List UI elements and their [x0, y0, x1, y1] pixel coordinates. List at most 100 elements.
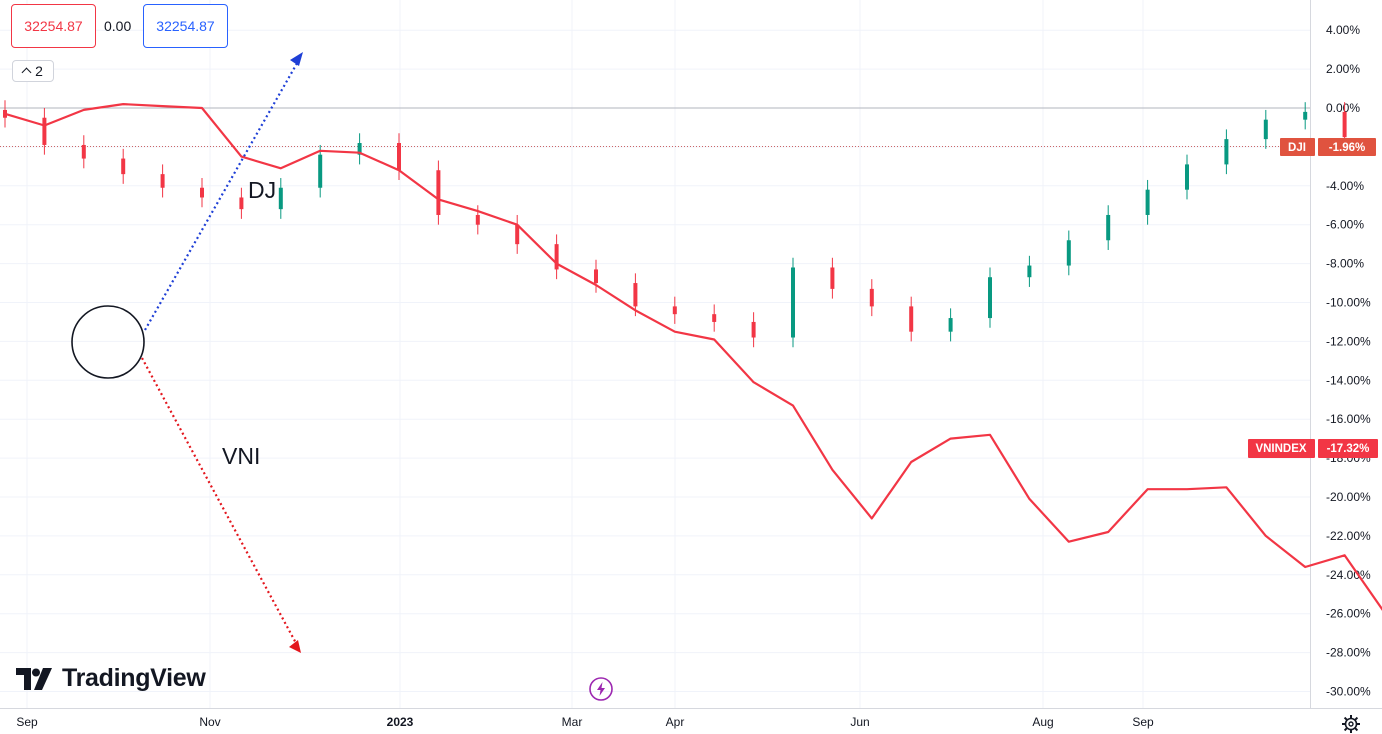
y-tick-label: -8.00% [1326, 257, 1364, 271]
candle-body [712, 314, 717, 322]
dji-candle [436, 160, 441, 225]
candle-body [357, 143, 362, 155]
dji-candle [81, 135, 86, 169]
dji-candle [554, 234, 559, 280]
vnindex-line [4, 102, 1382, 611]
vnindex-badge-value: -17.32% [1327, 443, 1370, 455]
candle-body [554, 244, 559, 270]
dji-candle [948, 308, 953, 342]
candle-body [1342, 111, 1347, 138]
vni-annotation: VNI [222, 443, 260, 469]
candle-body [869, 288, 874, 307]
candle-body [515, 224, 520, 245]
x-tick-label: 2023 [387, 715, 414, 729]
candle-body [397, 143, 401, 171]
candle-body [318, 154, 323, 188]
candle-body [81, 144, 86, 159]
candle-body [239, 197, 244, 210]
y-tick-label: -6.00% [1326, 218, 1364, 232]
candle-body [436, 170, 441, 215]
candle-body [278, 187, 283, 210]
dji-badge-name: DJI [1288, 142, 1306, 154]
dji-candle [357, 133, 362, 165]
dj-arrow-head [290, 52, 303, 66]
series-value-right[interactable]: 32254.87 [143, 4, 228, 48]
candle-body [1027, 265, 1032, 278]
series-value-left[interactable]: 32254.87 [11, 4, 96, 48]
dji-badge-value: -1.96% [1329, 142, 1365, 154]
y-tick-label: -22.00% [1326, 529, 1371, 543]
y-tick-label: -12.00% [1326, 334, 1371, 348]
dji-candle [278, 178, 283, 219]
gear-icon[interactable] [1341, 714, 1361, 734]
candle-body [200, 187, 204, 198]
vnindex-badge: VNINDEX -17.32% [1248, 439, 1378, 458]
dji-candle [909, 296, 914, 342]
y-tick-label: -20.00% [1326, 490, 1371, 504]
dji-candle [1066, 230, 1071, 276]
y-tick-label: -28.00% [1326, 646, 1371, 660]
candle-body [1263, 119, 1268, 140]
y-tick-label: -4.00% [1326, 179, 1364, 193]
legend-collapse-button[interactable]: 2 [12, 60, 54, 82]
dji-candle [397, 133, 401, 180]
y-tick-label: -10.00% [1326, 296, 1371, 310]
dj-trend-arrow [144, 57, 301, 331]
dji-candle [239, 187, 244, 219]
brand-name: TradingView [62, 664, 206, 692]
candle-body [160, 174, 165, 188]
price-axis[interactable]: 4.00%2.00%0.00%-2.00%-4.00%-6.00%-8.00%-… [1326, 23, 1371, 698]
dji-candle [751, 312, 756, 348]
dji-candle [1303, 102, 1308, 130]
dji-candle [1106, 205, 1111, 250]
x-tick-label: Jun [850, 715, 869, 729]
candle-body [988, 277, 992, 319]
x-tick-label: Aug [1032, 715, 1053, 729]
lightning-icon[interactable] [589, 677, 613, 701]
dji-candle [160, 164, 165, 198]
dji-candle [121, 148, 126, 184]
candle-body [751, 321, 756, 338]
x-tick-label: Nov [199, 715, 220, 729]
candle-body [948, 318, 953, 332]
dji-candle [1185, 154, 1189, 200]
candle-body [594, 269, 598, 284]
y-tick-label: -14.00% [1326, 373, 1371, 387]
dji-candle [1145, 179, 1150, 225]
dji-candle [672, 296, 677, 324]
vni-trend-arrow [141, 357, 298, 646]
dji-candle [869, 279, 874, 317]
candle-body [909, 306, 914, 332]
y-tick-label: 0.00% [1326, 101, 1360, 115]
dji-candle [200, 178, 204, 208]
vnindex-badge-name: VNINDEX [1255, 443, 1306, 455]
dji-candle [712, 304, 717, 332]
candle-body [830, 267, 835, 289]
x-tick-label: Mar [562, 715, 583, 729]
vni-arrow-head [289, 640, 301, 653]
dji-candle [830, 257, 835, 299]
legend-count: 2 [35, 63, 43, 79]
dji-candle [1224, 129, 1229, 175]
candle-body [475, 214, 480, 225]
series-change: 0.00 [104, 18, 132, 34]
dji-badge: DJI -1.96% [1280, 138, 1376, 156]
candle-body [1145, 189, 1150, 215]
dji-candle [515, 214, 520, 254]
candle-body [1066, 240, 1071, 266]
tradingview-logo[interactable]: TradingView [16, 664, 206, 693]
y-tick-label: -16.00% [1326, 412, 1371, 426]
chevron-up-icon [21, 67, 32, 78]
x-tick-label: Apr [666, 715, 685, 729]
candle-body [672, 306, 677, 315]
candle-body [42, 117, 47, 145]
y-tick-label: -26.00% [1326, 607, 1371, 621]
dji-candle [1263, 109, 1268, 149]
dji-candles [3, 100, 1347, 348]
dji-candle [791, 257, 795, 348]
candle-body [1224, 139, 1229, 165]
candle-body [633, 283, 638, 307]
time-axis[interactable]: Sep Nov 2023 Mar Apr Jun Aug Sep [16, 715, 1154, 729]
dji-candle [633, 273, 638, 317]
